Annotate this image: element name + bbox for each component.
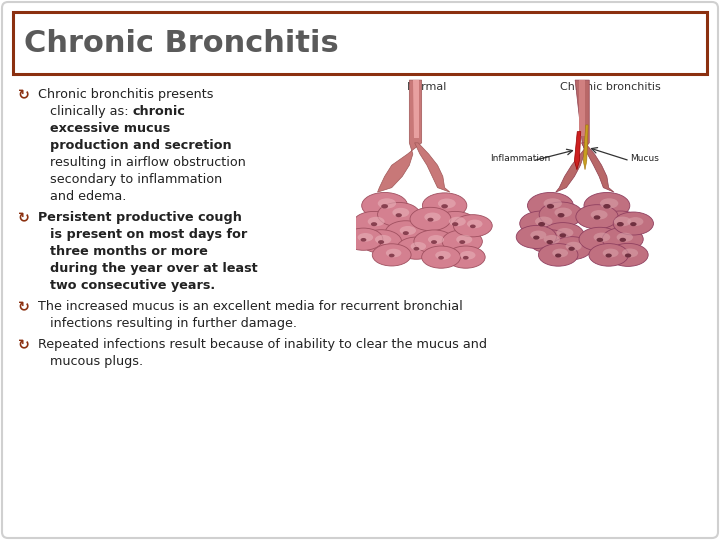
Text: ↻: ↻ <box>18 211 30 225</box>
Ellipse shape <box>428 235 444 244</box>
Ellipse shape <box>353 211 395 235</box>
Ellipse shape <box>423 193 467 218</box>
Text: production and secretion: production and secretion <box>50 139 232 152</box>
Ellipse shape <box>344 228 383 250</box>
Ellipse shape <box>410 207 451 231</box>
Ellipse shape <box>400 226 416 235</box>
Ellipse shape <box>584 192 630 219</box>
Ellipse shape <box>397 237 436 259</box>
Text: Inflammation: Inflammation <box>490 154 551 164</box>
Polygon shape <box>415 143 450 192</box>
Text: and edema.: and edema. <box>50 190 127 203</box>
Circle shape <box>389 254 395 258</box>
Ellipse shape <box>603 227 643 251</box>
Text: secondary to inflammation: secondary to inflammation <box>50 173 222 186</box>
Text: ↻: ↻ <box>18 88 30 102</box>
Polygon shape <box>556 80 589 192</box>
Ellipse shape <box>460 251 475 260</box>
Circle shape <box>606 253 612 258</box>
Circle shape <box>361 238 366 242</box>
Text: infections resulting in further damage.: infections resulting in further damage. <box>50 317 297 330</box>
Circle shape <box>378 240 384 244</box>
Ellipse shape <box>528 192 573 219</box>
Ellipse shape <box>361 230 402 253</box>
Ellipse shape <box>627 217 644 226</box>
Circle shape <box>533 235 539 240</box>
Circle shape <box>625 253 631 258</box>
Ellipse shape <box>539 244 578 266</box>
Text: three months or more: three months or more <box>50 245 208 258</box>
Text: Repeated infections result because of inability to clear the mucus and: Repeated infections result because of in… <box>38 338 487 351</box>
Ellipse shape <box>598 211 642 236</box>
Ellipse shape <box>358 233 373 242</box>
Ellipse shape <box>544 235 560 244</box>
Ellipse shape <box>608 244 648 266</box>
Ellipse shape <box>410 242 426 251</box>
Text: two consecutive years.: two consecutive years. <box>50 279 215 292</box>
Circle shape <box>546 240 553 244</box>
Ellipse shape <box>456 235 472 244</box>
Ellipse shape <box>613 212 654 235</box>
Text: Chronic bronchitis: Chronic bronchitis <box>560 82 661 92</box>
Ellipse shape <box>541 222 584 247</box>
Ellipse shape <box>454 215 492 237</box>
Circle shape <box>452 222 459 226</box>
Circle shape <box>568 247 575 251</box>
Text: is present on most days for: is present on most days for <box>50 228 247 241</box>
Circle shape <box>630 222 636 226</box>
Circle shape <box>617 222 624 226</box>
Ellipse shape <box>539 202 583 227</box>
Circle shape <box>470 225 476 228</box>
Ellipse shape <box>446 246 485 268</box>
Circle shape <box>371 222 377 226</box>
FancyBboxPatch shape <box>13 12 707 74</box>
Polygon shape <box>579 80 585 136</box>
Text: clinically as:: clinically as: <box>50 105 132 118</box>
Circle shape <box>441 204 448 208</box>
Text: Persistent productive cough: Persistent productive cough <box>38 211 242 224</box>
Circle shape <box>559 233 566 238</box>
Ellipse shape <box>385 221 426 244</box>
Ellipse shape <box>552 237 592 260</box>
Ellipse shape <box>529 230 570 253</box>
Circle shape <box>431 240 437 244</box>
Circle shape <box>619 238 626 242</box>
Circle shape <box>538 222 545 226</box>
Ellipse shape <box>414 230 454 253</box>
Text: excessive mucus: excessive mucus <box>50 122 170 135</box>
Ellipse shape <box>378 198 396 208</box>
Ellipse shape <box>520 211 564 236</box>
Ellipse shape <box>386 249 401 258</box>
Circle shape <box>428 218 433 221</box>
Ellipse shape <box>531 231 546 240</box>
Ellipse shape <box>576 205 618 229</box>
Ellipse shape <box>516 226 557 248</box>
Ellipse shape <box>557 228 573 238</box>
Circle shape <box>463 256 469 260</box>
Ellipse shape <box>535 217 552 226</box>
Text: The increased mucus is an excellent media for recurrent bronchial: The increased mucus is an excellent medi… <box>38 300 463 313</box>
Ellipse shape <box>392 208 409 217</box>
Ellipse shape <box>442 230 482 253</box>
Ellipse shape <box>593 233 611 242</box>
Ellipse shape <box>422 246 461 268</box>
Ellipse shape <box>613 217 631 226</box>
Ellipse shape <box>424 213 441 221</box>
Circle shape <box>459 240 465 244</box>
Circle shape <box>596 238 603 242</box>
Text: Normal: Normal <box>407 82 447 92</box>
Ellipse shape <box>616 233 633 242</box>
Text: Chronic Bronchitis: Chronic Bronchitis <box>24 29 338 57</box>
Ellipse shape <box>438 199 456 208</box>
Polygon shape <box>583 125 588 170</box>
Text: resulting in airflow obstruction: resulting in airflow obstruction <box>50 156 246 169</box>
Ellipse shape <box>622 248 638 258</box>
Ellipse shape <box>449 217 466 226</box>
Ellipse shape <box>467 220 482 228</box>
Ellipse shape <box>590 210 608 219</box>
Circle shape <box>557 213 564 218</box>
Ellipse shape <box>554 207 572 217</box>
Ellipse shape <box>368 217 384 226</box>
Polygon shape <box>582 143 614 192</box>
